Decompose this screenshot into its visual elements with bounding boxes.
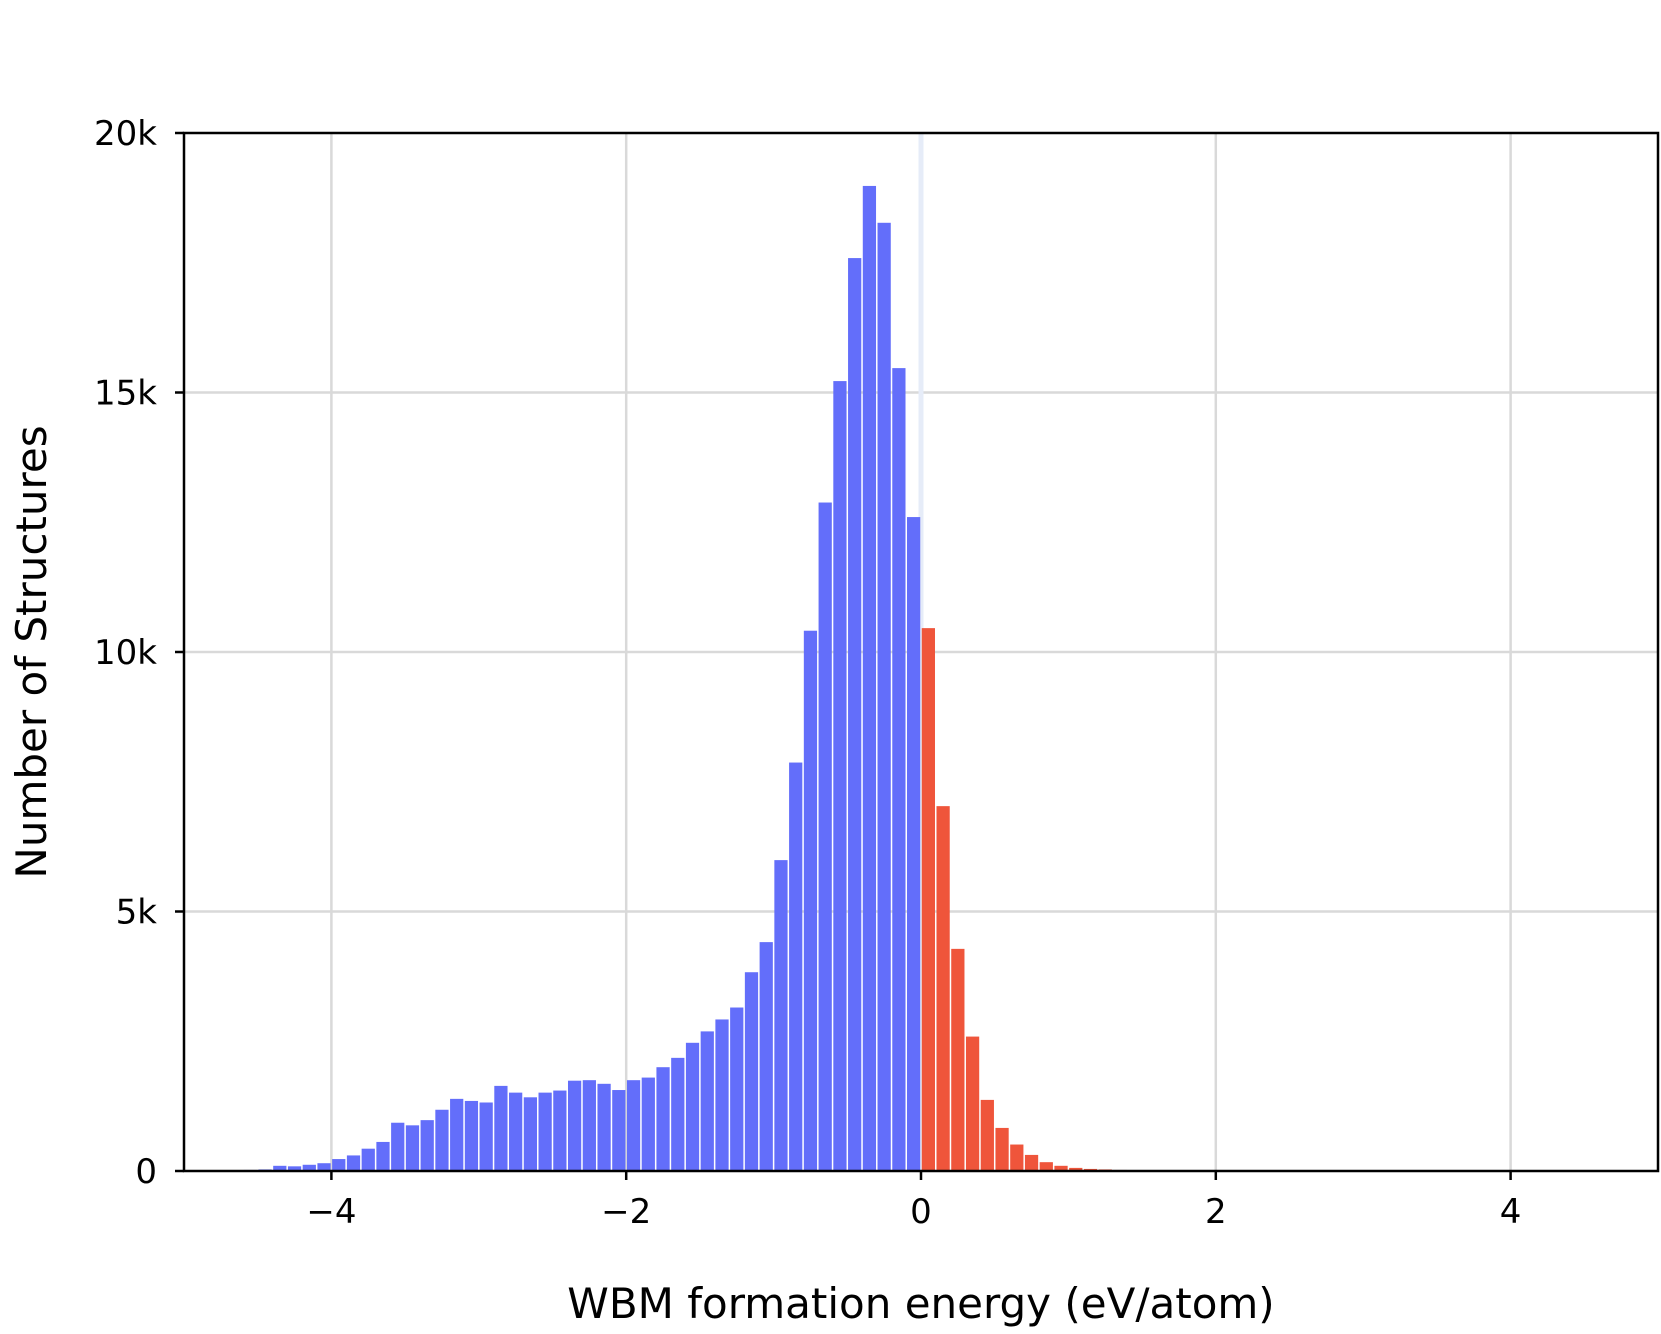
bar-positive bbox=[995, 1127, 1009, 1171]
bar-positive bbox=[965, 1036, 980, 1171]
bar-negative bbox=[907, 517, 921, 1171]
bar-negative bbox=[848, 258, 862, 1172]
bar-negative bbox=[862, 185, 877, 1172]
y-axis-title: Number of Structures bbox=[7, 425, 56, 878]
bar-negative bbox=[509, 1092, 523, 1171]
bar-positive bbox=[1024, 1154, 1039, 1171]
bar-negative bbox=[744, 972, 759, 1171]
bar-negative bbox=[715, 1019, 729, 1171]
bar-negative bbox=[730, 1007, 744, 1171]
bar-negative bbox=[612, 1090, 626, 1171]
bar-negative bbox=[332, 1159, 346, 1171]
bar-negative bbox=[435, 1109, 449, 1171]
x-tick-label: 0 bbox=[910, 1192, 932, 1232]
bar-negative bbox=[567, 1080, 582, 1171]
bar-negative bbox=[346, 1155, 361, 1171]
bar-negative bbox=[626, 1080, 641, 1171]
y-tick-label: 10k bbox=[94, 633, 157, 673]
bar-positive bbox=[1069, 1167, 1083, 1171]
bar-negative bbox=[317, 1163, 331, 1171]
bar-negative bbox=[759, 942, 773, 1171]
x-tick-label: −2 bbox=[601, 1192, 651, 1232]
bar-negative bbox=[877, 222, 891, 1172]
bar-negative bbox=[789, 762, 803, 1171]
bar-negative bbox=[892, 368, 906, 1171]
bar-negative bbox=[420, 1120, 434, 1171]
bar-negative bbox=[582, 1080, 596, 1171]
bar-negative bbox=[833, 381, 847, 1171]
bar-negative bbox=[405, 1125, 420, 1171]
bar-negative bbox=[376, 1141, 390, 1171]
bar-negative bbox=[361, 1148, 375, 1171]
bar-negative bbox=[479, 1102, 493, 1171]
bar-negative bbox=[273, 1165, 287, 1171]
bar-negative bbox=[774, 860, 788, 1171]
bar-positive bbox=[1039, 1162, 1053, 1171]
bar-negative bbox=[391, 1122, 405, 1171]
bars bbox=[214, 185, 1658, 1172]
bar-negative bbox=[685, 1042, 700, 1171]
bar-negative bbox=[818, 502, 832, 1171]
bar-negative bbox=[494, 1085, 508, 1171]
bar-negative bbox=[671, 1057, 685, 1171]
bar-negative bbox=[803, 630, 818, 1171]
bar-negative bbox=[597, 1083, 611, 1171]
x-tick-label: −4 bbox=[306, 1192, 356, 1232]
bar-negative bbox=[656, 1067, 670, 1171]
y-tick-label: 20k bbox=[94, 114, 157, 154]
bar-negative bbox=[538, 1092, 552, 1171]
bar-positive bbox=[980, 1099, 994, 1171]
bar-positive bbox=[921, 628, 935, 1171]
bar-negative bbox=[523, 1097, 538, 1171]
y-tick-label: 0 bbox=[135, 1152, 157, 1192]
x-tick-label: 4 bbox=[1500, 1192, 1522, 1232]
axis-ticks: −4 −2 0 2 4 0 5k 10k 15k 20k bbox=[94, 114, 1521, 1232]
bar-positive bbox=[1054, 1165, 1068, 1171]
bar-negative bbox=[464, 1100, 479, 1171]
bar-positive bbox=[951, 948, 965, 1171]
x-tick-label: 2 bbox=[1205, 1192, 1227, 1232]
bar-negative bbox=[553, 1090, 567, 1171]
bar-negative bbox=[287, 1166, 302, 1171]
bar-negative bbox=[450, 1098, 464, 1171]
y-tick-label: 5k bbox=[116, 893, 158, 933]
bar-negative bbox=[302, 1164, 316, 1171]
bar-negative bbox=[641, 1077, 655, 1171]
bar-negative bbox=[700, 1031, 714, 1171]
x-axis-title: WBM formation energy (eV/atom) bbox=[567, 1279, 1274, 1328]
bar-positive bbox=[936, 806, 950, 1171]
bar-positive bbox=[1010, 1144, 1024, 1171]
y-tick-label: 15k bbox=[94, 374, 157, 414]
